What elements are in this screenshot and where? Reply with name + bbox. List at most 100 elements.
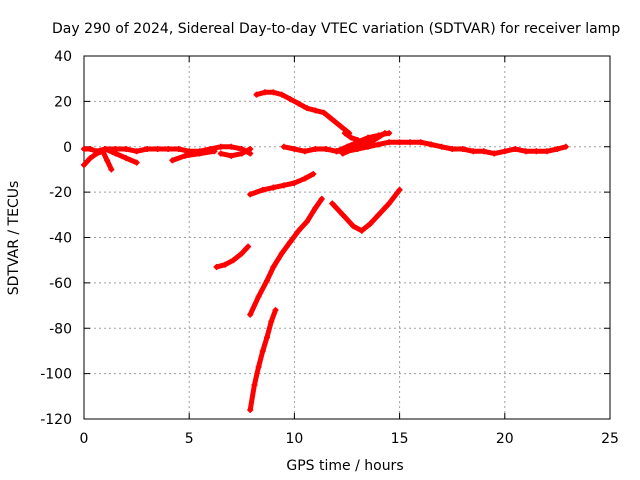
data-point	[228, 152, 235, 159]
data-point	[322, 146, 329, 153]
x-tick-label: 15	[391, 431, 409, 447]
data-point	[270, 89, 277, 96]
data-point	[396, 139, 403, 146]
data-point	[365, 134, 372, 141]
data-point	[386, 200, 393, 207]
axis-ticks	[83, 55, 611, 420]
data-point	[554, 146, 561, 153]
y-tick-label: 20	[54, 94, 72, 110]
data-point	[350, 223, 357, 230]
data-point	[360, 141, 367, 148]
data-point	[301, 175, 308, 182]
data-point	[533, 148, 540, 155]
y-tick-label: 0	[63, 140, 72, 156]
data-point	[470, 148, 477, 155]
y-tick-label: -40	[49, 231, 72, 247]
series-2	[99, 148, 115, 173]
data-point	[211, 148, 218, 155]
data-point	[312, 205, 319, 212]
data-point	[278, 91, 285, 98]
data-point	[81, 146, 87, 153]
data-point	[312, 107, 319, 114]
data-point	[270, 263, 277, 270]
data-point	[312, 146, 319, 153]
data-point	[287, 96, 294, 103]
chart-title: Day 290 of 2024, Sidereal Day-to-day VTE…	[52, 21, 620, 37]
data-point	[133, 159, 140, 166]
data-point	[238, 150, 245, 157]
data-point	[104, 157, 111, 164]
data-point	[247, 406, 254, 413]
data-point	[304, 105, 311, 112]
y-tick-label: -80	[49, 321, 72, 337]
data-point	[196, 150, 203, 157]
x-tick-label: 0	[80, 431, 89, 447]
data-point	[255, 293, 262, 300]
data-point	[221, 261, 228, 268]
data-series	[81, 89, 569, 413]
data-point	[329, 200, 336, 207]
data-point	[259, 186, 266, 193]
y-tick-label: -20	[49, 185, 72, 201]
data-point	[264, 277, 271, 284]
data-point	[255, 363, 262, 370]
data-point	[245, 243, 252, 250]
data-point	[295, 227, 302, 234]
series-6	[253, 89, 353, 137]
series-4	[169, 148, 218, 164]
data-point	[123, 146, 130, 153]
data-point	[154, 146, 161, 153]
data-point	[213, 263, 220, 270]
x-tick-labels: 0 5 10 15 20 25	[80, 431, 619, 447]
data-point	[175, 146, 182, 153]
data-point	[562, 143, 569, 150]
data-point	[417, 139, 424, 146]
data-point	[247, 146, 254, 153]
series-trace	[247, 196, 325, 318]
data-point	[491, 150, 498, 157]
data-point	[371, 136, 378, 143]
data-point	[217, 150, 224, 157]
data-point	[341, 130, 348, 137]
data-point	[268, 318, 275, 325]
data-point	[310, 170, 317, 177]
data-point	[428, 141, 435, 148]
data-point	[169, 157, 176, 164]
series-7	[247, 170, 317, 198]
data-point	[339, 150, 346, 157]
data-point	[348, 134, 355, 141]
series-trace	[214, 244, 251, 270]
data-point	[228, 143, 235, 150]
series-trace	[247, 171, 316, 197]
data-point	[87, 146, 94, 153]
data-point	[112, 150, 119, 157]
data-point	[270, 184, 277, 191]
data-point	[247, 191, 254, 198]
data-point	[344, 143, 350, 150]
series-trace	[281, 139, 569, 157]
data-point	[247, 311, 254, 318]
data-point	[295, 100, 302, 107]
series-5	[217, 146, 254, 159]
data-point	[318, 195, 325, 202]
data-point	[123, 155, 130, 162]
y-tick-label: -100	[40, 367, 72, 383]
series-11	[329, 186, 403, 234]
x-axis-label: GPS time / hours	[286, 458, 403, 474]
data-point	[102, 146, 109, 153]
data-point	[291, 146, 298, 153]
y-tick-label: -120	[40, 412, 72, 428]
series-8	[213, 243, 252, 270]
x-tick-label: 5	[185, 431, 194, 447]
data-point	[354, 136, 361, 143]
data-point	[522, 148, 529, 155]
data-point	[230, 257, 237, 264]
data-point	[217, 143, 224, 150]
data-point	[108, 166, 115, 173]
data-point	[358, 227, 365, 234]
data-point	[280, 143, 287, 150]
data-point	[301, 148, 308, 155]
plot-frame	[83, 55, 611, 420]
data-point	[291, 180, 298, 187]
data-point	[367, 220, 374, 227]
